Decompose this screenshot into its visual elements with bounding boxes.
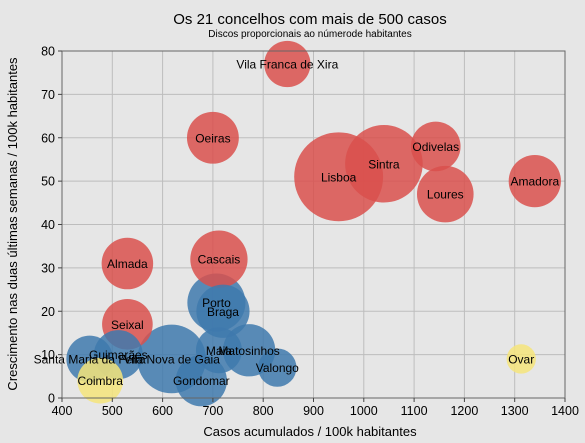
label-almada: Almada <box>107 257 148 271</box>
label-seixal: Seixal <box>111 318 144 332</box>
bubble-oeiras <box>186 111 239 164</box>
x-tick-label: 700 <box>202 404 223 418</box>
label-valongo: Valongo <box>256 361 299 375</box>
label-vila-nova-de-gaia: Vila Nova de Gaia <box>123 352 220 366</box>
bubble-almada <box>101 237 154 290</box>
x-tick-label: 1100 <box>401 404 428 418</box>
label-braga: Braga <box>207 305 239 319</box>
bubble-sintra <box>345 124 423 203</box>
y-tick-label: 40 <box>41 218 55 232</box>
bubble-maia <box>195 327 242 374</box>
y-tick-label: 0 <box>48 392 55 406</box>
bubble-amadora <box>508 154 561 208</box>
label-cascais: Cascais <box>198 253 241 267</box>
bubble-labels-layer: Vila Franca de Xira Oeiras Odivelas Sintra L… <box>34 58 560 389</box>
bubble-cascais <box>190 230 248 288</box>
y-tick-label: 10 <box>41 348 55 362</box>
y-tick-label: 60 <box>41 131 55 145</box>
label-sintra: Sintra <box>368 157 400 171</box>
label-amadora: Amadora <box>510 175 559 189</box>
chart-title: Os 21 concelhos com mais de 500 casos <box>173 11 446 28</box>
x-tick-label: 600 <box>152 404 173 418</box>
bubble-ovar <box>506 344 536 374</box>
y-tick-label: 70 <box>41 88 55 102</box>
x-tick-label: 1300 <box>501 404 529 418</box>
bubble-odivelas <box>410 121 461 172</box>
x-tick-label: 1000 <box>350 404 378 418</box>
x-tick-label: 400 <box>52 404 73 418</box>
label-guimaraes: Guimarães <box>89 348 148 362</box>
bubble-coimbra <box>77 357 124 404</box>
chart-subtitle: Discos proporcionais ao númerode habitan… <box>208 29 411 40</box>
y-tick-label: 50 <box>41 175 55 189</box>
label-coimbra: Coimbra <box>78 374 124 388</box>
x-tick-label: 900 <box>303 404 324 418</box>
y-axis-ticks: 0 10 20 30 40 50 60 70 80 <box>41 45 62 406</box>
bubble-vila-franca-de-xira <box>264 40 311 88</box>
label-odivelas: Odivelas <box>412 140 459 154</box>
bubble-loures <box>416 165 474 223</box>
y-tick-label: 20 <box>41 305 55 319</box>
y-tick-label: 30 <box>41 261 55 275</box>
x-axis-label: Casos acumulados / 100k habitantes <box>203 424 417 439</box>
label-lisboa: Lisboa <box>321 170 357 184</box>
x-tick-label: 500 <box>102 404 123 418</box>
bubbles-layer <box>66 40 561 407</box>
label-matosinhos: Matosinhos <box>218 344 279 358</box>
label-ovar: Ovar <box>508 352 534 366</box>
label-gondomar: Gondomar <box>173 374 230 388</box>
y-axis-label: Crescimento nas duas últimas semanas / 1… <box>5 57 20 391</box>
x-tick-label: 1400 <box>551 404 579 418</box>
label-oeiras: Oeiras <box>195 131 230 145</box>
x-tick-label: 800 <box>253 404 274 418</box>
y-tick-label: 80 <box>41 45 55 59</box>
label-porto: Porto <box>202 296 231 310</box>
x-tick-label: 1200 <box>450 404 478 418</box>
label-maia: Maia <box>206 344 232 358</box>
bubble-valongo <box>258 348 297 387</box>
label-loures: Loures <box>427 188 464 202</box>
label-vila-franca-de-xira: Vila Franca de Xira <box>236 58 338 72</box>
bubble-braga <box>196 284 250 338</box>
x-axis-ticks: 400 500 600 700 800 900 1000 1100 1200 1300 1400 <box>52 398 579 418</box>
